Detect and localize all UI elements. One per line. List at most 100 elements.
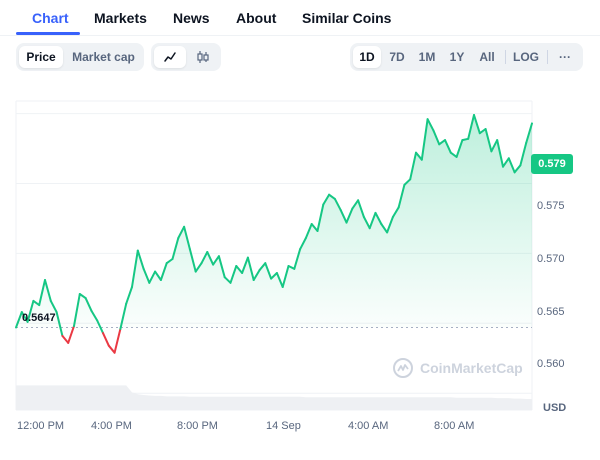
price-line-segment — [345, 207, 354, 224]
price-line-segment — [328, 193, 336, 200]
price-line-segment — [241, 256, 249, 274]
price-line-segment — [304, 223, 313, 239]
more-options-button[interactable]: ··· — [559, 50, 571, 64]
candlestick-button[interactable] — [187, 46, 219, 68]
price-line-segment — [235, 265, 244, 274]
price-line-segment — [44, 279, 52, 302]
price-line-segment — [229, 265, 238, 284]
price-line-segment — [380, 223, 389, 234]
price-line-segment — [357, 199, 365, 218]
price-line-segment — [67, 325, 75, 344]
price-line-segment — [432, 129, 441, 146]
price-line-segment — [84, 297, 93, 312]
price-line-segment — [125, 286, 133, 305]
price-line-segment — [20, 311, 29, 323]
price-line-segment — [507, 157, 516, 174]
price-line-segment — [409, 151, 417, 181]
price-line-segment — [455, 139, 464, 158]
log-scale-button[interactable]: LOG — [513, 50, 539, 64]
price-line-segment — [438, 139, 446, 146]
market-cap-toggle-button[interactable]: Market cap — [72, 50, 135, 64]
price-line-segment — [322, 193, 331, 206]
metric-toggle: Price Market cap — [16, 43, 144, 71]
price-line-segment — [177, 225, 186, 239]
price-line-segment — [473, 114, 481, 135]
price-line-segment — [38, 279, 46, 307]
price-line-segment — [15, 311, 23, 329]
y-tick-label: 0.575 — [537, 200, 565, 212]
price-line-segment — [362, 216, 371, 230]
price-line-segment — [165, 258, 174, 265]
y-tick-label: 0.560 — [537, 358, 565, 370]
x-tick-label: 12:00 PM — [17, 420, 65, 432]
line-chart-button[interactable] — [154, 46, 186, 68]
candlestick-icon — [197, 51, 209, 63]
price-line-segment — [426, 118, 435, 132]
price-line-segment — [502, 157, 510, 168]
tab-similar-coins[interactable]: Similar Coins — [302, 10, 392, 26]
price-line-segment — [496, 139, 504, 168]
price-line-segment — [264, 262, 273, 280]
volume-area — [16, 385, 532, 410]
price-line-segment — [519, 141, 528, 167]
range-all-button[interactable]: All — [479, 50, 495, 64]
price-line-segment — [73, 293, 81, 328]
range-1y-button[interactable]: 1Y — [449, 50, 465, 64]
price-line-segment — [420, 118, 429, 161]
toolbar-divider — [505, 50, 506, 64]
price-line-segment — [183, 225, 191, 251]
time-range-toolbar: 1D 7D 1M 1Y All LOG ··· — [350, 43, 583, 71]
price-line-segment — [188, 248, 197, 273]
price-line-segment — [131, 249, 139, 288]
price-line-segment — [119, 302, 128, 330]
active-tab-indicator — [16, 32, 80, 35]
price-line-segment — [107, 344, 116, 354]
range-1m-button[interactable]: 1M — [418, 50, 436, 64]
price-line-segment — [102, 332, 110, 347]
tab-chart[interactable]: Chart — [32, 10, 69, 26]
tab-markets[interactable]: Markets — [94, 10, 147, 26]
price-line-segment — [136, 249, 145, 270]
price-line-segment — [391, 206, 400, 218]
price-line-segment — [293, 248, 302, 270]
price-line-segment — [223, 276, 232, 284]
line-chart-icon — [164, 52, 176, 62]
price-line-segment — [217, 255, 226, 279]
range-7d-button[interactable]: 7D — [389, 50, 405, 64]
tab-about[interactable]: About — [236, 10, 277, 26]
range-1d-button[interactable]: 1D — [353, 46, 381, 68]
x-tick-label: 8:00 PM — [177, 420, 218, 432]
price-line-segment — [90, 309, 99, 322]
price-line-segment — [148, 270, 157, 284]
price-line-segment — [333, 197, 342, 212]
current-price-badge: 0.579 — [531, 154, 573, 174]
price-line-segment — [467, 114, 475, 140]
price-line-segment — [159, 262, 168, 281]
price-line-segment — [368, 211, 377, 230]
price-line-segment — [200, 251, 209, 265]
price-line-segment — [275, 272, 284, 288]
toolbar-divider — [547, 50, 548, 64]
coinmarketcap-watermark: CoinMarketCap — [392, 356, 523, 380]
price-line-segment — [212, 255, 220, 266]
tab-news[interactable]: News — [173, 10, 210, 26]
price-line-segment — [525, 122, 533, 144]
coinmarketcap-logo-icon — [393, 358, 413, 378]
x-tick-label: 4:00 PM — [91, 420, 132, 432]
price-line-segment — [484, 128, 493, 153]
price-toggle-button[interactable]: Price — [19, 46, 63, 68]
price-line-segment — [61, 334, 70, 344]
watermark-text: CoinMarketCap — [420, 360, 523, 376]
price-line-segment — [171, 237, 180, 260]
price-line-segment — [49, 299, 58, 314]
price-line-segment — [386, 216, 394, 234]
price-line-segment — [142, 267, 151, 284]
price-line-segment — [96, 319, 104, 335]
open-price-label: 0.5647 — [22, 312, 56, 324]
tab-bar: Chart Markets News About Similar Coins — [0, 0, 600, 36]
price-line-segment — [374, 211, 383, 225]
price-line-segment — [194, 262, 203, 273]
chart-style-toggle — [151, 43, 221, 71]
price-line-segment — [351, 199, 360, 210]
